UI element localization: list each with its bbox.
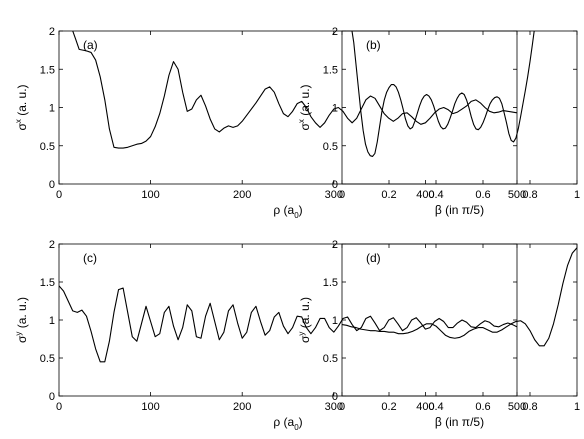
panel-label: (b) — [366, 38, 381, 52]
y-tick-label: 0 — [49, 179, 55, 191]
x-tick-label: 200 — [233, 401, 251, 413]
x-tick-label: 0.2 — [381, 189, 396, 201]
panel-label: (a) — [83, 38, 98, 52]
series-line — [59, 285, 517, 363]
x-tick-label: 0.4 — [428, 401, 443, 413]
y-tick-label: 0.5 — [40, 353, 55, 365]
x-tick-label: 500 — [508, 189, 526, 201]
x-tick-label: 0.4 — [428, 189, 443, 201]
y-tick-label: 1 — [49, 315, 55, 327]
y-tick-label: 1 — [49, 103, 55, 115]
x-tick-label: 0 — [56, 401, 62, 413]
y-tick-label: 1.5 — [323, 277, 338, 289]
x-tick-label: 300 — [325, 401, 343, 413]
panel-label: (c) — [83, 251, 97, 265]
x-tick-label: 0 — [339, 401, 345, 413]
x-tick-label: 300 — [325, 189, 343, 201]
x-axis-label: ρ (a0) — [273, 203, 302, 220]
y-tick-label: 0.5 — [323, 141, 338, 153]
x-tick-label: 0.8 — [522, 401, 537, 413]
y-tick-label: 1 — [332, 103, 338, 115]
y-tick-label: 0 — [332, 391, 338, 403]
x-axis-label: ρ (a0) — [273, 415, 302, 432]
x-tick-label: 0 — [56, 189, 62, 201]
y-tick-label: 0 — [49, 391, 55, 403]
panel-4: 0 0.2 0.4 0.6 0.8 1 0 0.5 1 1.5 2 (d) β (in π/5) σy (… — [297, 239, 580, 429]
x-tick-label: 1 — [574, 189, 580, 201]
axes-frame — [341, 243, 578, 397]
x-axis-label: β (in π/5) — [435, 203, 484, 217]
x-tick-label: 100 — [141, 401, 159, 413]
y-tick-label: 0.5 — [40, 141, 55, 153]
x-tick-label: 0.6 — [475, 189, 490, 201]
x-tick-label: 0 — [339, 189, 345, 201]
y-tick-label: 1.5 — [323, 64, 338, 76]
panel-2: 0 0.2 0.4 0.6 0.8 1 0 0.5 1 1.5 2 (b) β (in π/5) σx (… — [297, 26, 580, 217]
series-line — [342, 247, 577, 347]
y-tick-label: 2 — [49, 26, 55, 38]
y-axis-label: σx (a. u.) — [14, 84, 29, 130]
y-tick-label: 2 — [332, 26, 338, 38]
axes-frame — [341, 30, 578, 185]
x-tick-label: 500 — [508, 401, 526, 413]
x-tick-label: 200 — [233, 189, 251, 201]
y-tick-label: 2 — [49, 239, 55, 251]
x-tick-label: 0.8 — [522, 189, 537, 201]
panel-label: (d) — [366, 251, 381, 265]
x-tick-label: 0.6 — [475, 401, 490, 413]
y-tick-label: 1 — [332, 315, 338, 327]
y-tick-label: 1.5 — [40, 64, 55, 76]
axes-frame — [58, 30, 518, 185]
y-tick-label: 0.5 — [323, 353, 338, 365]
y-tick-label: 0 — [332, 179, 338, 191]
axes-frame — [58, 243, 518, 397]
series-line — [72, 31, 517, 149]
y-axis-label: σy (a. u.) — [14, 297, 29, 343]
x-tick-label: 1 — [574, 401, 580, 413]
y-axis-label: σy (a. u.) — [297, 297, 312, 343]
y-tick-label: 1.5 — [40, 277, 55, 289]
x-tick-label: 400 — [416, 189, 434, 201]
series-line — [351, 31, 535, 158]
x-tick-label: 100 — [141, 189, 159, 201]
y-tick-label: 2 — [332, 239, 338, 251]
y-axis-label: σx (a. u.) — [297, 84, 312, 130]
x-tick-label: 0.2 — [381, 401, 396, 413]
x-tick-label: 400 — [416, 401, 434, 413]
x-axis-label: β (in π/5) — [435, 415, 484, 429]
